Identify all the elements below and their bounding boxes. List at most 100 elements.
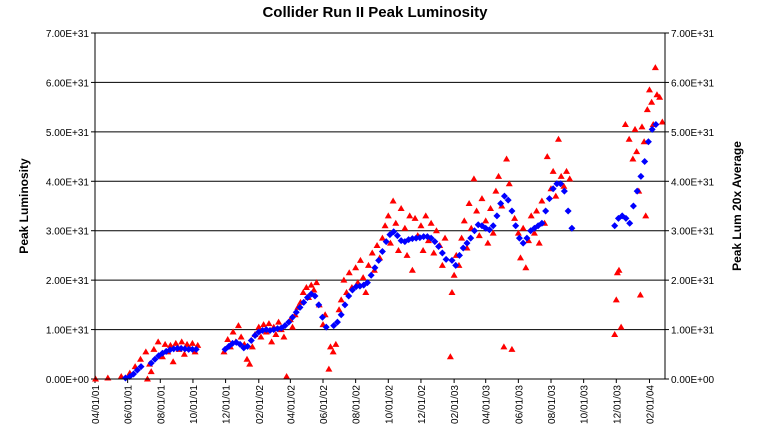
triangle-point	[392, 219, 400, 226]
chart-title: Collider Run II Peak Luminosity	[262, 4, 488, 21]
triangle-point	[478, 195, 486, 202]
x-tick-label: 04/01/02	[286, 385, 297, 424]
diamond-point	[318, 313, 326, 321]
triangle-point	[180, 350, 188, 357]
diamond-point	[545, 195, 553, 203]
triangle-point	[268, 338, 276, 345]
x-tick-label: 08/01/02	[352, 385, 363, 424]
y-tick-label-left: 0.00E+00	[46, 375, 90, 386]
triangle-point	[527, 212, 535, 219]
x-tick-label: 04/01/03	[482, 385, 493, 424]
triangle-point	[381, 222, 389, 229]
triangle-point	[326, 343, 334, 350]
triangle-point	[640, 138, 648, 145]
x-tick-label: 02/01/04	[645, 385, 656, 424]
triangle-point	[530, 229, 538, 236]
diamond-point	[322, 323, 330, 331]
y-tick-label-right: 0.00E+00	[671, 375, 715, 386]
x-tick-label: 02/01/03	[450, 385, 461, 424]
triangle-point	[516, 254, 524, 261]
diamond-point	[538, 219, 546, 227]
triangle-point	[505, 180, 513, 187]
diamond-point	[626, 219, 634, 227]
diamond-point	[442, 255, 450, 263]
triangle-point	[406, 212, 414, 219]
diamond-point	[485, 226, 493, 234]
triangle-point	[656, 93, 664, 100]
triangle-point	[255, 323, 263, 330]
triangle-point	[495, 172, 503, 179]
diamond-point	[292, 308, 300, 316]
y-tick-label-right: 2.00E+31	[671, 276, 715, 287]
triangle-point	[288, 323, 296, 330]
diamond-point	[493, 212, 501, 220]
diamond-point	[644, 138, 652, 146]
diamond-point	[564, 207, 572, 215]
triangle-point	[136, 355, 144, 362]
triangle-point	[411, 214, 419, 221]
x-tick-label: 10/01/02	[384, 385, 395, 424]
triangle-point	[150, 345, 158, 352]
triangle-point	[337, 296, 345, 303]
triangle-point	[450, 271, 458, 278]
triangle-point	[621, 120, 629, 127]
triangle-point	[394, 246, 402, 253]
triangle-point	[417, 222, 425, 229]
triangle-point	[403, 251, 411, 258]
triangle-point	[335, 306, 343, 313]
triangle-point	[430, 249, 438, 256]
diamond-point	[288, 313, 296, 321]
triangle-point	[465, 200, 473, 207]
diamond-point	[431, 238, 439, 246]
diamond-point	[390, 228, 398, 236]
triangle-point	[172, 339, 180, 346]
triangle-point	[283, 373, 291, 380]
triangle-point	[299, 289, 307, 295]
triangle-point	[272, 331, 280, 338]
triangle-point	[397, 204, 405, 211]
triangle-point	[169, 358, 177, 365]
triangle-point	[154, 338, 162, 345]
y-tick-label-left: 6.00E+31	[46, 78, 90, 89]
diamond-point	[427, 234, 435, 242]
x-tick-label: 06/01/02	[319, 385, 330, 424]
triangle-point	[362, 289, 370, 295]
triangle-point	[470, 175, 478, 182]
diamond-point	[333, 318, 341, 326]
x-tick-label: 10/01/01	[189, 385, 200, 424]
diamond-point	[467, 234, 475, 242]
diamond-point	[448, 256, 456, 264]
diamond-point	[611, 222, 619, 230]
diamond-point	[435, 243, 443, 251]
diamond-point	[489, 222, 497, 230]
diamond-point	[296, 303, 304, 311]
triangle-point	[636, 291, 644, 298]
triangle-point	[359, 274, 367, 281]
x-tick-label: 12/01/01	[222, 385, 233, 424]
diamond-point	[549, 185, 557, 193]
diamond-point	[557, 180, 565, 188]
triangle-point	[166, 341, 174, 348]
data-series	[92, 64, 666, 382]
triangle-point	[419, 246, 427, 253]
diamond-point	[378, 247, 386, 255]
triangle-point	[280, 333, 288, 340]
gridlines	[91, 32, 669, 383]
triangle-point	[566, 175, 574, 182]
average-series	[122, 120, 660, 382]
triangle-point	[246, 360, 254, 367]
x-tick-label: 06/01/01	[124, 385, 135, 424]
triangle-point	[611, 331, 619, 338]
diamond-point	[311, 292, 319, 300]
diamond-point	[122, 374, 130, 382]
diamond-point	[553, 180, 561, 188]
triangle-point	[329, 348, 337, 355]
triangle-point	[508, 345, 516, 352]
peak-luminosity-series	[92, 64, 666, 382]
diamond-point	[345, 292, 353, 300]
triangle-point	[638, 123, 646, 130]
triangle-point	[325, 365, 333, 372]
diamond-point	[386, 231, 394, 239]
triangle-point	[500, 343, 508, 350]
triangle-point	[633, 148, 641, 155]
